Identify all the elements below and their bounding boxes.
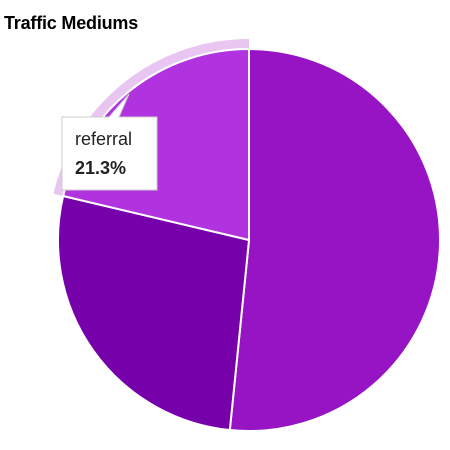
chart-title: Traffic Mediums (4, 13, 139, 33)
tooltip-label: referral (75, 129, 132, 149)
tooltip-box (61, 93, 158, 191)
pie-slice-slice-2[interactable] (57, 194, 250, 432)
pie-slice-slice-1[interactable] (228, 48, 441, 432)
tooltip-value: 21.3% (75, 158, 126, 178)
pie-slices (57, 48, 441, 432)
tooltip: referral 21.3% (61, 93, 158, 191)
